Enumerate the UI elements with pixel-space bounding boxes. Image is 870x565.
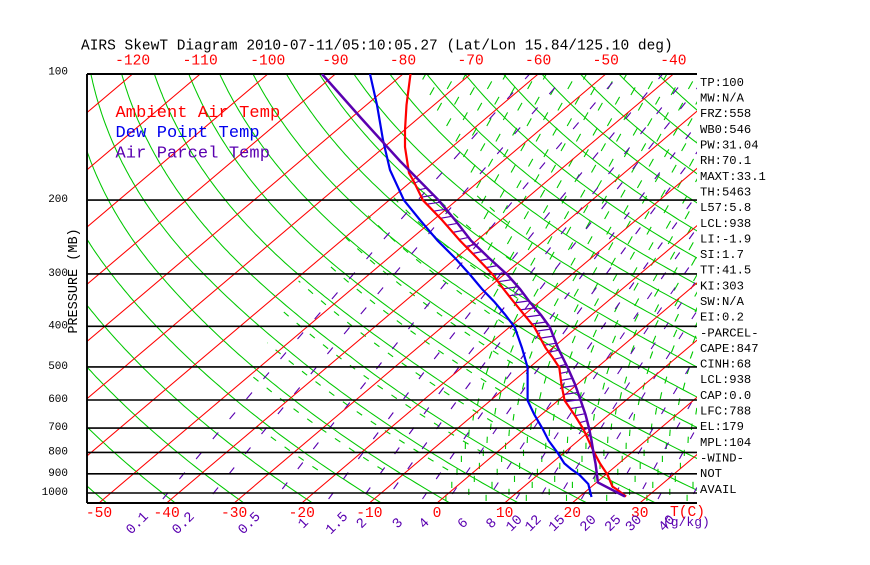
svg-text:MW:N/A: MW:N/A	[700, 92, 745, 106]
svg-text:-60: -60	[525, 54, 551, 70]
svg-text:500: 500	[48, 361, 68, 373]
svg-text:FRZ:558: FRZ:558	[700, 107, 751, 121]
svg-text:AIRS SkewT Diagram 2010-07-11/: AIRS SkewT Diagram 2010-07-11/05:10:05.2…	[81, 39, 673, 55]
svg-text:900: 900	[48, 468, 68, 480]
svg-text:SI:1.7: SI:1.7	[700, 248, 744, 262]
svg-text:-100: -100	[250, 54, 285, 70]
svg-text:1000: 1000	[42, 487, 68, 499]
svg-text:-70: -70	[457, 54, 483, 70]
svg-text:NOT: NOT	[700, 467, 722, 481]
svg-text:-40: -40	[660, 54, 686, 70]
svg-text:600: 600	[48, 394, 68, 406]
svg-text:Dew Point Temp: Dew Point Temp	[116, 124, 260, 143]
svg-text:300: 300	[48, 268, 68, 280]
svg-text:100: 100	[48, 67, 68, 79]
svg-text:MAXT:33.1: MAXT:33.1	[700, 170, 766, 184]
svg-text:LFC:788: LFC:788	[700, 405, 751, 419]
svg-text:Air Parcel Temp: Air Parcel Temp	[116, 144, 271, 163]
svg-text:-110: -110	[183, 54, 218, 70]
svg-text:-50: -50	[593, 54, 619, 70]
svg-text:PW:31.04: PW:31.04	[700, 139, 759, 153]
svg-text:L57:5.8: L57:5.8	[700, 201, 751, 215]
svg-text:LCL:938: LCL:938	[700, 373, 751, 387]
svg-text:Ambient Air Temp: Ambient Air Temp	[116, 104, 281, 123]
svg-text:-90: -90	[322, 54, 348, 70]
svg-text:KI:303: KI:303	[700, 279, 744, 293]
svg-text:-80: -80	[390, 54, 416, 70]
svg-text:CAP:0.0: CAP:0.0	[700, 389, 751, 403]
svg-text:-50: -50	[86, 506, 112, 522]
svg-text:700: 700	[48, 422, 68, 434]
svg-text:0: 0	[433, 506, 442, 522]
svg-text:(g/kg): (g/kg)	[663, 515, 710, 530]
svg-text:400: 400	[48, 320, 68, 332]
svg-text:RH:70.1: RH:70.1	[700, 154, 751, 168]
svg-text:MPL:104: MPL:104	[700, 436, 751, 450]
svg-text:TP:100: TP:100	[700, 76, 744, 90]
svg-text:WB0:546: WB0:546	[700, 123, 751, 137]
svg-text:TH:5463: TH:5463	[700, 185, 751, 199]
svg-text:-PARCEL-: -PARCEL-	[700, 326, 759, 340]
svg-text:EL:179: EL:179	[700, 420, 744, 434]
svg-text:800: 800	[48, 446, 68, 458]
svg-text:200: 200	[48, 194, 68, 206]
svg-text:-120: -120	[115, 54, 150, 70]
svg-text:SW:N/A: SW:N/A	[700, 295, 745, 309]
svg-text:CINH:68: CINH:68	[700, 358, 751, 372]
svg-text:EI:0.2: EI:0.2	[700, 311, 744, 325]
svg-text:20: 20	[563, 506, 581, 522]
svg-text:CAPE:847: CAPE:847	[700, 342, 759, 356]
svg-text:PRESSURE (MB): PRESSURE (MB)	[67, 228, 82, 333]
svg-text:AVAIL: AVAIL	[700, 483, 737, 497]
svg-text:TT:41.5: TT:41.5	[700, 264, 751, 278]
svg-text:LI:-1.9: LI:-1.9	[700, 232, 751, 246]
svg-text:LCL:938: LCL:938	[700, 217, 751, 231]
svg-text:-WIND-: -WIND-	[700, 452, 744, 466]
